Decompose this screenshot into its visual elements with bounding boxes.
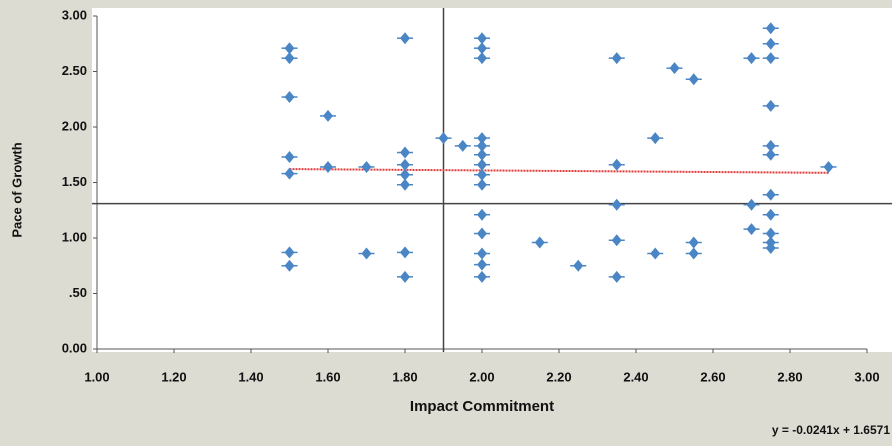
point — [474, 227, 490, 240]
x-tick-label: 2.40 — [623, 369, 648, 384]
point — [474, 158, 490, 171]
point — [474, 258, 490, 271]
point — [647, 247, 664, 260]
point — [474, 270, 490, 283]
point — [666, 62, 683, 75]
point — [474, 168, 490, 181]
point — [743, 198, 760, 211]
y-tick-label: 2.50 — [62, 63, 87, 78]
plot-area — [92, 8, 892, 352]
point — [762, 99, 779, 112]
point — [743, 52, 760, 65]
point — [358, 247, 375, 260]
x-tick-label: 2.20 — [546, 369, 571, 384]
point — [762, 148, 779, 161]
point — [474, 148, 490, 161]
point — [762, 139, 779, 152]
trendline-equation: y = -0.0241x + 1.6571 — [772, 423, 890, 437]
point — [397, 32, 413, 45]
point — [762, 227, 779, 240]
point — [320, 160, 336, 173]
point — [570, 259, 587, 272]
point — [281, 42, 298, 55]
x-tick-label: 1.20 — [161, 369, 186, 384]
point — [762, 52, 779, 65]
point — [685, 236, 702, 249]
point — [474, 139, 490, 152]
point — [647, 132, 664, 145]
point — [474, 208, 490, 221]
y-tick-label: 2.00 — [62, 118, 87, 133]
point — [358, 160, 375, 173]
point — [397, 168, 413, 181]
point — [685, 247, 702, 260]
point — [281, 167, 298, 180]
point — [474, 42, 490, 55]
x-tick-label: 1.60 — [315, 369, 340, 384]
point — [474, 32, 490, 45]
point — [474, 178, 490, 191]
point — [435, 132, 452, 145]
x-tick-label: 1.80 — [392, 369, 417, 384]
point — [281, 52, 298, 65]
point — [281, 91, 298, 104]
y-axis-title: Pace of Growth — [9, 142, 24, 237]
point — [281, 246, 298, 259]
point — [281, 150, 298, 163]
point — [685, 73, 702, 86]
point — [397, 246, 413, 259]
point — [531, 236, 548, 249]
x-axis-title: Impact Commitment — [410, 398, 554, 415]
point — [281, 259, 298, 272]
point — [762, 188, 779, 201]
point — [397, 146, 413, 159]
point — [762, 241, 779, 254]
x-tick-label: 2.60 — [700, 369, 725, 384]
x-tick-label: 2.00 — [469, 369, 494, 384]
point — [820, 160, 837, 173]
point — [608, 234, 625, 247]
point — [474, 247, 490, 260]
point — [397, 270, 413, 283]
y-tick-label: 3.00 — [62, 7, 87, 22]
point — [474, 52, 490, 65]
point — [397, 178, 413, 191]
x-tick-label: 2.80 — [777, 369, 802, 384]
point — [608, 158, 625, 171]
x-tick-label: 1.00 — [84, 369, 109, 384]
y-tick-label: 0.00 — [62, 340, 87, 355]
point — [474, 132, 490, 145]
y-tick-label: 1.50 — [62, 174, 87, 189]
point — [320, 109, 336, 122]
point — [762, 208, 779, 221]
point — [608, 270, 625, 283]
point — [743, 223, 760, 236]
point — [608, 52, 625, 65]
y-tick-label: 1.00 — [62, 229, 87, 244]
y-tick-label: .50 — [69, 285, 87, 300]
point — [762, 22, 779, 35]
point — [762, 37, 779, 50]
x-tick-label: 1.40 — [238, 369, 263, 384]
point — [608, 198, 625, 211]
point — [454, 139, 471, 152]
point — [397, 158, 413, 171]
x-tick-label: 3.00 — [854, 369, 879, 384]
